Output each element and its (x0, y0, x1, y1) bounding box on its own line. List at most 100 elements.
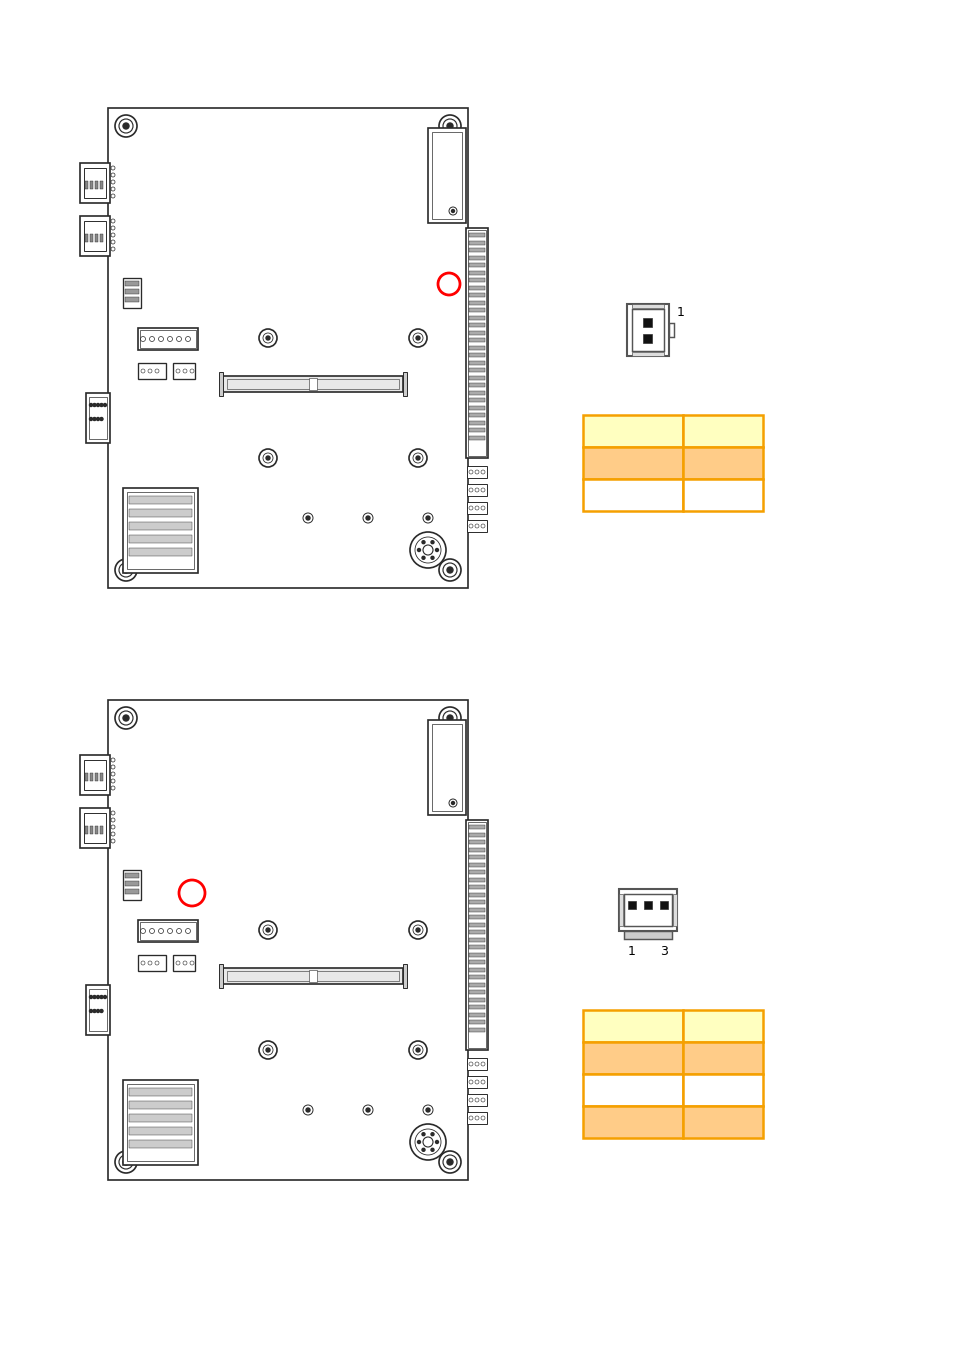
Bar (85, 826, 88, 834)
Bar (469, 360, 484, 365)
Bar (80, 809, 110, 848)
Bar (469, 436, 484, 440)
Bar (223, 377, 402, 392)
Bar (469, 285, 484, 289)
Bar (469, 975, 484, 979)
Bar (469, 369, 484, 373)
Circle shape (90, 995, 92, 999)
Circle shape (447, 1160, 453, 1165)
Circle shape (421, 556, 424, 559)
Bar (100, 774, 103, 782)
Circle shape (123, 716, 129, 721)
Bar (123, 869, 141, 900)
Bar (469, 900, 484, 904)
Bar (631, 309, 663, 351)
Bar (672, 894, 677, 926)
Bar (125, 289, 139, 294)
Circle shape (90, 404, 92, 406)
Circle shape (100, 404, 103, 406)
Circle shape (123, 1160, 129, 1165)
Bar (469, 331, 484, 335)
Bar (469, 248, 484, 252)
Circle shape (90, 1010, 92, 1012)
Bar (428, 720, 465, 815)
Bar (84, 760, 106, 790)
Bar (643, 319, 652, 327)
Bar (467, 520, 486, 532)
Circle shape (416, 1048, 419, 1052)
Circle shape (451, 209, 454, 212)
Bar (469, 915, 484, 919)
Bar (582, 479, 682, 512)
Circle shape (431, 556, 434, 559)
Bar (468, 230, 485, 456)
Circle shape (431, 541, 434, 544)
Bar (469, 922, 484, 926)
Circle shape (266, 927, 270, 931)
Bar (100, 234, 103, 242)
Bar (469, 960, 484, 964)
Bar (469, 1021, 484, 1025)
Bar (80, 216, 110, 256)
Bar (80, 755, 110, 795)
Bar (469, 301, 484, 305)
Bar (623, 894, 671, 926)
Circle shape (431, 1149, 434, 1152)
Bar (469, 234, 484, 238)
Circle shape (92, 404, 96, 406)
Bar (682, 1010, 762, 1042)
Bar (626, 304, 668, 356)
Bar (223, 968, 402, 984)
Bar (469, 863, 484, 867)
Bar (129, 548, 192, 556)
Circle shape (435, 1141, 438, 1143)
Circle shape (426, 1108, 430, 1112)
Bar (469, 968, 484, 972)
Bar (227, 971, 398, 981)
Bar (469, 953, 484, 957)
Bar (138, 363, 166, 379)
Bar (467, 1094, 486, 1106)
Bar (469, 346, 484, 350)
Bar (129, 509, 192, 517)
Bar (469, 1012, 484, 1017)
Bar (469, 323, 484, 327)
Circle shape (447, 567, 453, 572)
Bar (623, 931, 671, 940)
Bar (129, 1127, 192, 1135)
Circle shape (421, 1133, 424, 1135)
Text: 3: 3 (659, 945, 667, 958)
Circle shape (451, 802, 454, 805)
Bar (468, 822, 485, 1048)
Bar (100, 181, 103, 189)
Bar (467, 1112, 486, 1125)
Bar (469, 383, 484, 387)
Bar (582, 1075, 682, 1106)
Bar (172, 363, 194, 379)
Bar (86, 393, 110, 443)
Bar (95, 234, 98, 242)
Circle shape (100, 995, 103, 999)
Circle shape (421, 541, 424, 544)
Bar (469, 1004, 484, 1008)
Bar (469, 428, 484, 432)
Bar (467, 502, 486, 514)
Bar (469, 398, 484, 402)
Bar (90, 774, 92, 782)
Bar (469, 869, 484, 873)
Circle shape (103, 404, 107, 406)
Bar (582, 447, 682, 479)
Circle shape (90, 417, 92, 420)
Bar (402, 964, 407, 988)
Bar (469, 390, 484, 394)
Bar (89, 990, 107, 1031)
Circle shape (266, 1048, 270, 1052)
Bar (123, 1080, 198, 1165)
Bar (85, 234, 88, 242)
Circle shape (416, 336, 419, 340)
Circle shape (431, 1133, 434, 1135)
Bar (138, 328, 198, 350)
Bar (85, 774, 88, 782)
Bar (682, 414, 762, 447)
Bar (95, 826, 98, 834)
